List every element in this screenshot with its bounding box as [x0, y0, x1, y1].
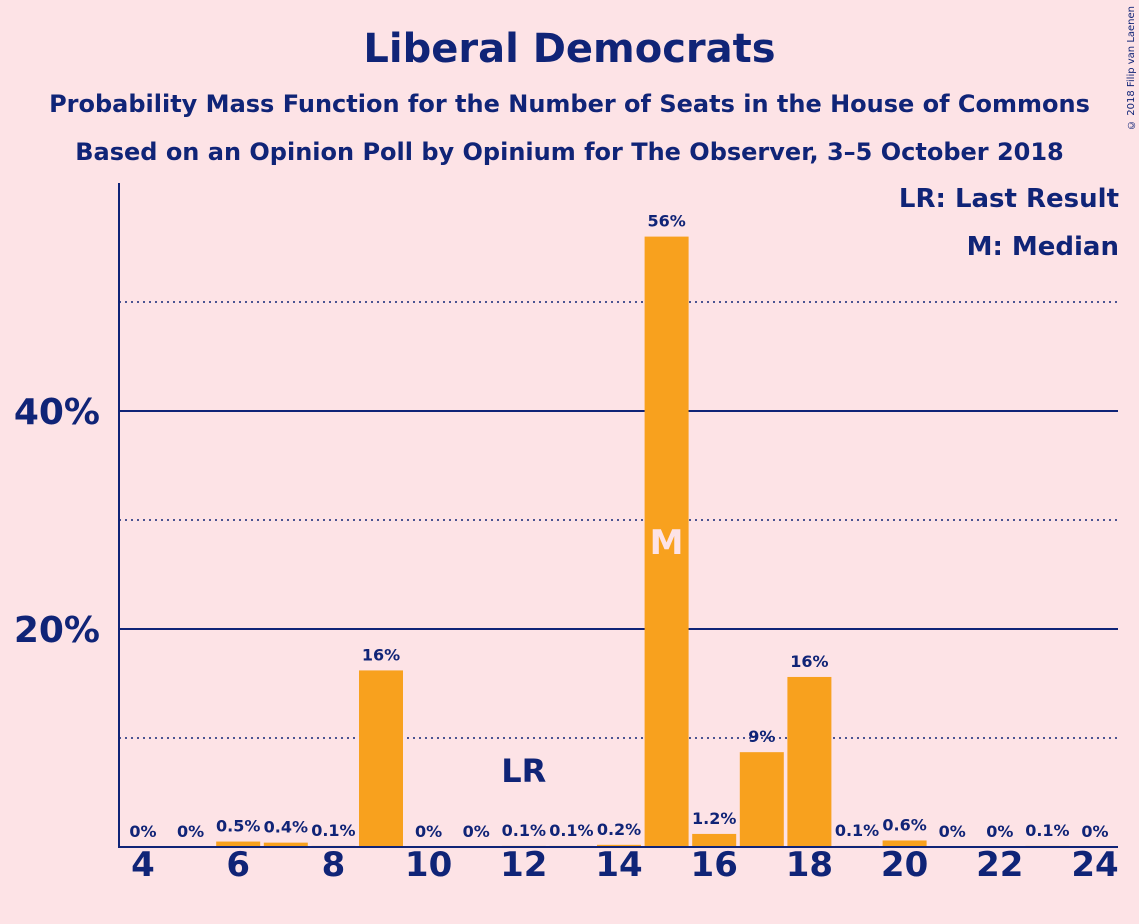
x-tick-label: 14: [595, 845, 642, 885]
x-tick-label: 6: [226, 845, 250, 885]
bar-seat-20: [882, 840, 927, 847]
bar-value-label: 0.2%: [597, 820, 641, 839]
legend-median: M: Median: [966, 232, 1119, 262]
x-tick-label: 4: [131, 845, 155, 885]
median-marker: M: [650, 523, 684, 563]
bar-value-label: 0.5%: [216, 817, 260, 836]
bar-value-label: 56%: [647, 212, 685, 231]
bar-seat-15: [644, 236, 689, 848]
last-result-marker: LR: [501, 752, 546, 790]
y-tick-label: 20%: [14, 610, 100, 651]
chart-subtitle-2: Based on an Opinion Poll by Opinium for …: [75, 138, 1064, 166]
bar-seat-6: [216, 841, 261, 847]
x-tick-label: 18: [786, 845, 833, 885]
x-tick-label: 8: [322, 845, 346, 885]
bar-seat-17: [739, 752, 784, 847]
bar-value-label: 0.1%: [311, 821, 355, 840]
x-tick-label: 16: [691, 845, 738, 885]
bar-value-label: 0%: [463, 822, 490, 841]
x-tick-label: 10: [405, 845, 452, 885]
bar-value-label: 0%: [939, 822, 966, 841]
bar-value-label: 0.1%: [835, 821, 879, 840]
x-tick-label: 12: [500, 845, 547, 885]
x-tick-label: 24: [1071, 845, 1118, 885]
bar-value-label: 16%: [790, 652, 828, 671]
bar-value-label: 0%: [986, 822, 1013, 841]
bar-value-label: 0.1%: [549, 821, 593, 840]
bar-seat-18: [787, 676, 832, 847]
bar-value-label: 0.1%: [1025, 821, 1069, 840]
bar-value-label: 0.1%: [502, 821, 546, 840]
bar-value-label: 0%: [415, 822, 442, 841]
bar-value-label: 16%: [362, 645, 400, 664]
bar-value-label: 0.6%: [882, 815, 926, 834]
bar-seat-16: [692, 833, 737, 847]
chart-title: Liberal Democrats: [363, 26, 776, 72]
y-tick-label: 40%: [14, 392, 100, 433]
bar-value-label: 0.4%: [264, 818, 308, 837]
bar-value-label: 1.2%: [692, 809, 736, 828]
bar-value-label: 9%: [748, 727, 775, 746]
bar-seat-7: [263, 842, 308, 847]
bar-value-label: 0%: [1081, 822, 1108, 841]
bar-seat-9: [359, 670, 403, 847]
bar-value-label: 0%: [129, 822, 156, 841]
legend-last-result: LR: Last Result: [898, 184, 1119, 214]
chart-subtitle-1: Probability Mass Function for the Number…: [49, 90, 1090, 118]
x-tick-label: 20: [881, 845, 928, 885]
x-tick-label: 22: [976, 845, 1023, 885]
bar-seat-14: [597, 844, 641, 847]
bar-value-label: 0%: [177, 822, 204, 841]
